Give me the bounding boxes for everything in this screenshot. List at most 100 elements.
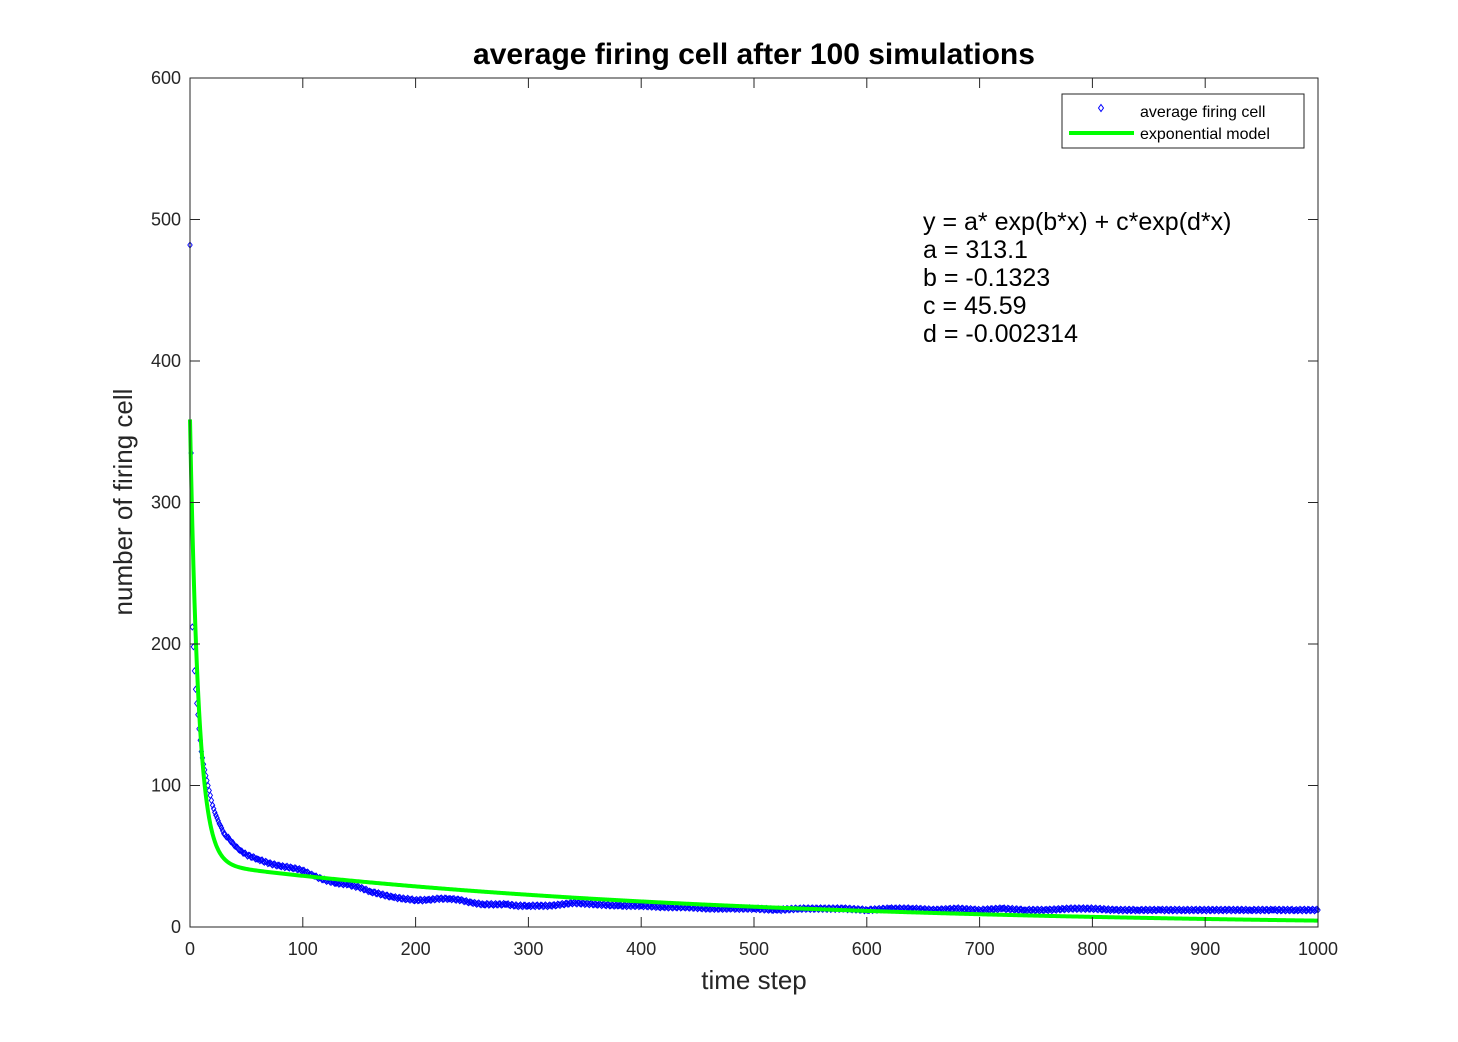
parameter-a: a = 313.1 (923, 236, 1028, 264)
data-point (1195, 906, 1202, 915)
data-point (466, 898, 473, 906)
data-point (1087, 905, 1093, 913)
data-point (658, 902, 665, 911)
data-point (1034, 905, 1040, 913)
data-point (262, 857, 269, 866)
data-point (210, 805, 217, 813)
data-point (674, 904, 681, 912)
data-point (279, 861, 286, 870)
data-point (1005, 904, 1011, 912)
data-point (1117, 905, 1124, 913)
data-point (240, 849, 246, 857)
data-point (1291, 906, 1298, 915)
data-point (218, 824, 225, 832)
model-curve-layer (188, 419, 1319, 923)
x-tick-label: 100 (288, 939, 318, 959)
data-point (252, 855, 259, 863)
data-point (1267, 905, 1274, 913)
data-point (716, 905, 722, 913)
data-point (662, 903, 668, 912)
data-point (235, 845, 242, 854)
data-point (482, 901, 489, 909)
data-point (217, 822, 224, 830)
data-point (1042, 905, 1048, 914)
data-point (206, 786, 212, 795)
data-point (1171, 905, 1178, 913)
data-point (360, 886, 367, 894)
data-point (1312, 906, 1319, 914)
data-point (388, 892, 394, 900)
x-tick-label: 600 (852, 939, 882, 959)
data-point (591, 901, 597, 909)
x-tick-label: 1000 (1298, 939, 1338, 959)
y-tick-label: 500 (151, 210, 181, 230)
data-point (244, 852, 251, 860)
x-tick-label: 900 (1190, 939, 1220, 959)
fit-equation-annotation: y = a* exp(b*x) + c*exp(d*x) a = 313.1 b… (923, 208, 1231, 348)
data-point (1270, 906, 1276, 914)
data-point (354, 882, 360, 891)
y-tick-label: 100 (151, 776, 181, 796)
data-point (445, 895, 452, 903)
data-point (1244, 906, 1250, 914)
data-point (620, 902, 626, 911)
parameter-d: d = -0.002314 (923, 320, 1078, 348)
data-point (209, 801, 216, 810)
x-axis-label: time step (701, 965, 807, 995)
data-point (245, 851, 252, 860)
data-point (513, 901, 519, 909)
y-axis-label: number of firing cell (108, 389, 138, 616)
legend-marker-average-firing-cell (1097, 103, 1105, 113)
data-point (332, 879, 339, 888)
x-tick-label: 400 (626, 939, 656, 959)
data-point (441, 895, 447, 904)
data-point (257, 857, 263, 865)
y-tick-label: 400 (151, 351, 181, 371)
y-tick-label: 0 (171, 917, 181, 937)
data-point (1159, 905, 1166, 913)
data-point (1199, 907, 1205, 915)
data-point (1130, 905, 1136, 913)
data-point (208, 796, 215, 805)
x-tick-label: 0 (185, 939, 195, 959)
legend-box (1061, 93, 1305, 149)
plot-area-frame (189, 77, 1319, 928)
x-tick-label: 800 (1077, 939, 1107, 959)
data-point (241, 849, 247, 857)
x-tick-label: 200 (401, 939, 431, 959)
parameter-b: b = -0.1323 (923, 264, 1050, 292)
data-point (1183, 906, 1189, 915)
data-point (603, 901, 609, 910)
data-point (215, 817, 221, 825)
data-point (703, 905, 710, 913)
data-point (355, 882, 361, 891)
data-point (365, 887, 371, 896)
axis-ticks: 0 100 200 300 400 500 600 700 800 900 1000 0 100 200 3… (151, 68, 1338, 959)
data-point (637, 902, 643, 910)
data-point (1074, 905, 1081, 913)
data-point (999, 904, 1005, 913)
data-point (510, 902, 517, 910)
data-point (225, 833, 232, 842)
data-point (1155, 905, 1161, 914)
data-point (417, 895, 423, 904)
data-point (702, 905, 709, 913)
data-point (249, 853, 255, 862)
y-tick-label: 300 (151, 493, 181, 513)
data-point (213, 811, 219, 819)
data-point (1086, 905, 1092, 914)
data-point (214, 814, 220, 822)
model-curve-line (188, 419, 1319, 923)
data-point (269, 861, 276, 869)
data-point (346, 880, 352, 888)
data-point (292, 863, 298, 872)
data-point (285, 863, 291, 872)
data-point (1020, 906, 1027, 914)
data-point (471, 898, 478, 907)
legend-label-exponential-model: exponential model (1140, 126, 1270, 143)
data-point (265, 859, 271, 868)
data-point (579, 899, 586, 907)
legend-label-average-firing-cell: average firing cell (1140, 104, 1265, 121)
data-point (377, 891, 384, 899)
